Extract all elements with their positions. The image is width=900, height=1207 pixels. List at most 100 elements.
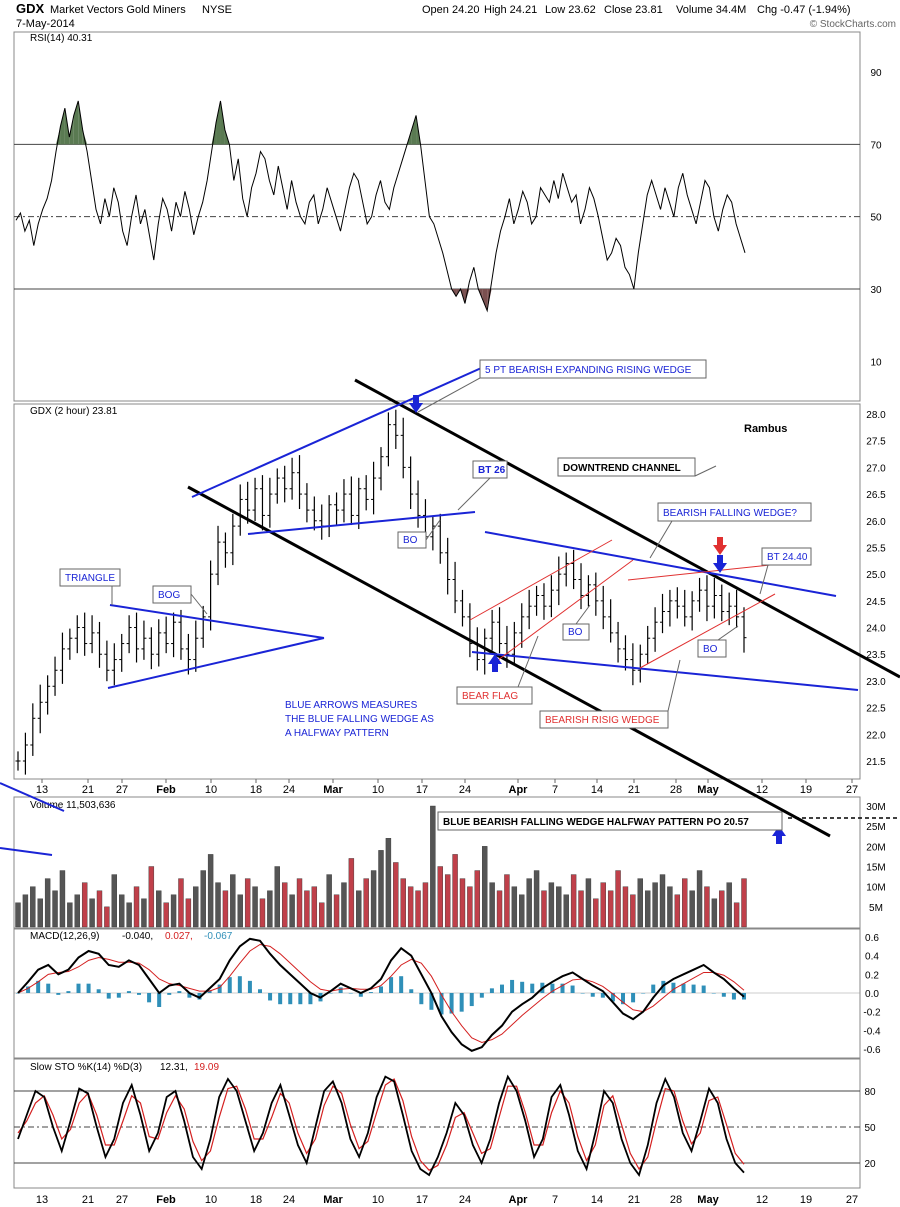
volume-bar	[89, 898, 95, 928]
expanding-wedge-lower-line	[247, 511, 476, 535]
stochastic-x-tick-label: 21	[628, 1194, 640, 1206]
price-x-tick-label: 28	[670, 784, 682, 796]
macd-histogram-bar	[258, 989, 262, 993]
price-tick-label: 23.0	[866, 677, 886, 688]
blue-down-arrow-shaft	[413, 395, 419, 404]
stochastic-x-tick-label: 27	[846, 1194, 858, 1206]
falling-wedge-lower-line	[471, 651, 859, 691]
volume-bar	[163, 902, 169, 928]
volume-bar	[437, 866, 443, 928]
price-tick-label: 26.0	[866, 517, 886, 528]
annotation-bo-2-pointer	[575, 604, 591, 625]
macd-histogram-bar	[651, 984, 656, 993]
rsi-overbought-fill	[411, 115, 417, 145]
annotation-bear-flag-pointer	[517, 635, 539, 688]
stochastic-k-value: 12.31,	[160, 1062, 188, 1073]
volume-bar	[363, 878, 369, 928]
stochastic-x-tick-label: 7	[552, 1194, 558, 1206]
volume-bar	[22, 894, 29, 928]
volume-tick-label: 10M	[866, 883, 885, 894]
rsi-line	[15, 100, 746, 313]
macd-signal-value: 0.027,	[165, 931, 193, 942]
annotation-downtrend-channel: DOWNTREND CHANNEL	[563, 463, 681, 474]
macd-histogram-bar	[671, 982, 676, 993]
volume-bar	[496, 890, 503, 928]
annotation-expanding-wedge: 5 PT BEARISH EXPANDING RISING WEDGE	[485, 365, 692, 376]
rsi-tick-label: 30	[870, 285, 882, 296]
price-x-tick-label: 12	[756, 784, 768, 796]
volume-tick-label: 5M	[869, 903, 883, 914]
volume-bar	[281, 882, 288, 928]
macd-histogram-bar	[600, 993, 605, 998]
volume-bar	[459, 878, 466, 928]
volume-bar	[393, 862, 399, 928]
annotation-bo-1-pointer	[425, 519, 441, 541]
macd-histogram-bar	[681, 983, 686, 993]
volume-bar	[533, 870, 540, 928]
volume-bar	[341, 882, 347, 928]
volume-bar	[59, 870, 66, 928]
macd-histogram-bar	[641, 993, 646, 994]
volume-bar	[37, 898, 43, 928]
macd-histogram-bar	[489, 988, 494, 993]
header-volume: Volume 34.4M	[676, 4, 746, 16]
blue-up-arrow	[772, 826, 786, 836]
price-tick-label: 27.5	[866, 437, 886, 448]
macd-histogram-bar	[419, 993, 424, 1005]
blue-up-arrow-shaft	[492, 663, 498, 672]
annotation-measure-2: THE BLUE FALLING WEDGE AS	[285, 714, 434, 725]
annotation-rising-wedge-pointer	[667, 659, 681, 712]
rsi-overbought-fill	[82, 129, 88, 145]
price-x-tick-label: 19	[800, 784, 812, 796]
blue-up-arrow-shaft	[776, 835, 782, 844]
annotation-bt2440-pointer	[759, 564, 769, 595]
annotation-rising-wedge: BEARISH RISIG WEDGE	[545, 715, 660, 726]
macd-histogram-bar	[268, 993, 273, 1001]
volume-bar	[741, 878, 747, 928]
macd-histogram-bar	[147, 993, 152, 1003]
price-tick-label: 25.0	[866, 570, 886, 581]
volume-bar	[541, 890, 547, 928]
macd-histogram-bar	[338, 987, 343, 993]
price-x-tick-label: May	[697, 784, 719, 796]
volume-bar	[733, 902, 740, 928]
volume-bar	[630, 894, 636, 928]
macd-histogram-bar	[116, 993, 121, 998]
volume-bar	[215, 882, 221, 928]
stochastic-x-tick-label: Mar	[323, 1194, 343, 1206]
stochastic-x-tick-label: Feb	[156, 1194, 176, 1206]
macd-histogram-bar	[298, 993, 303, 1005]
macd-histogram-bar	[530, 983, 535, 993]
volume-bar	[370, 870, 377, 928]
volume-bar	[526, 878, 532, 928]
volume-bar	[511, 886, 518, 928]
volume-bar	[252, 886, 258, 928]
volume-bar	[356, 890, 362, 928]
volume-bar	[244, 878, 251, 928]
macd-histogram-bar	[167, 993, 172, 995]
volume-bar	[548, 882, 555, 928]
annotation-price-objective: BLUE BEARISH FALLING WEDGE HALFWAY PATTE…	[443, 817, 749, 828]
annotation-bear-flag: BEAR FLAG	[462, 691, 518, 702]
volume-tick-label: 20M	[866, 842, 885, 853]
volume-bar	[415, 890, 421, 928]
macd-histogram-bar	[16, 993, 20, 994]
annotation-bo-3-box	[697, 639, 727, 658]
price-x-tick-label: 21	[82, 784, 94, 796]
volume-bar	[682, 878, 688, 928]
volume-bar	[267, 890, 273, 928]
stochastic-x-tick-label: 27	[116, 1194, 128, 1206]
stochastic-tick-label: 20	[864, 1159, 876, 1170]
macd-histogram-bar	[711, 993, 716, 994]
volume-bar	[311, 886, 318, 928]
volume-bar	[489, 882, 495, 928]
volume-bar	[711, 898, 718, 928]
chart-header: GDX Market Vectors Gold Miners NYSE 7-Ma…	[16, 1, 896, 30]
stochastic-x-tick-label: 24	[459, 1194, 471, 1206]
stochastic-x-tick-label: 10	[372, 1194, 384, 1206]
volume-bar	[482, 846, 488, 928]
rising-wedge-lower-line	[639, 593, 776, 669]
macd-histogram-bar	[701, 985, 706, 993]
volume-bar	[570, 874, 577, 928]
header-name: Market Vectors Gold Miners	[50, 4, 186, 16]
